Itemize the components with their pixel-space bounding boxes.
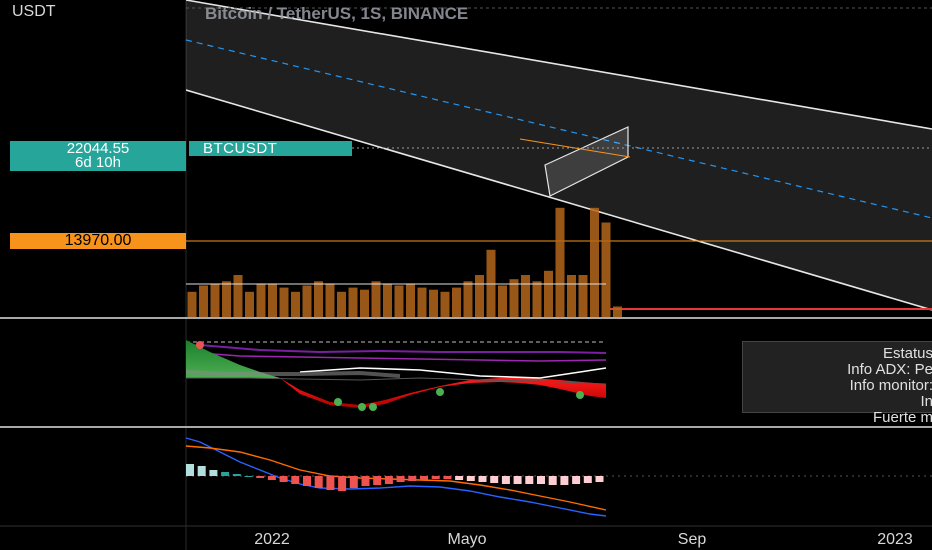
- macd-histogram-bar: [525, 476, 534, 484]
- macd-histogram-bar: [221, 472, 230, 476]
- macd-histogram-bar: [396, 476, 405, 482]
- volume-bar: [199, 285, 208, 317]
- x-axis: 2022 Mayo Sep 2023: [254, 531, 913, 548]
- candle-countdown: 6d 10h: [75, 154, 121, 171]
- x-tick-label: 2023: [877, 531, 913, 548]
- volume-bar: [187, 291, 197, 317]
- axis-unit-label: USDT: [12, 3, 56, 20]
- macd-histogram-bar: [197, 466, 206, 476]
- macd-oscillator: [185, 437, 932, 517]
- macd-histogram-bar: [560, 476, 569, 485]
- volume-bar: [233, 275, 243, 317]
- info-line: Info ADX: Pe: [847, 362, 932, 378]
- volume-bar: [521, 275, 530, 317]
- volume-bar: [555, 207, 565, 317]
- macd-histogram-bar: [431, 476, 440, 479]
- info-line: Estatus: [882, 346, 932, 362]
- macd-histogram-bar: [595, 476, 604, 482]
- volume-bars: [187, 207, 622, 317]
- volume-bar: [475, 275, 484, 317]
- x-tick-label: 2022: [254, 531, 290, 548]
- macd-histogram-bar: [537, 476, 545, 484]
- volume-bar: [279, 287, 289, 317]
- macd-histogram-bar: [267, 476, 276, 480]
- info-line: Fuerte m: [872, 410, 932, 426]
- volume-bar: [291, 291, 300, 317]
- macd-histogram-bar: [349, 476, 358, 488]
- macd-histogram-bar: [361, 476, 370, 486]
- macd-histogram-bar: [244, 476, 253, 477]
- info-line: Info monitor:: [849, 378, 932, 394]
- macd-histogram-bar: [303, 476, 311, 486]
- volume-bar: [590, 207, 599, 317]
- macd-histogram-bar: [232, 474, 241, 476]
- macd-histogram-bar: [279, 476, 288, 482]
- macd-histogram-bar: [256, 476, 265, 478]
- current-price-value: 22044.55: [66, 140, 130, 157]
- volume-bar: [268, 283, 277, 317]
- symbol-badge[interactable]: BTCUSDT: [189, 141, 352, 156]
- volume-bar: [498, 285, 507, 317]
- macd-histogram-bar: [384, 476, 393, 484]
- current-price-badge: 22044.55 6d 10h: [10, 141, 186, 171]
- volume-bar: [417, 287, 427, 317]
- macd-histogram-bar: [455, 476, 464, 480]
- chart-title[interactable]: Bitcoin / TetherUS, 1S, BINANCE: [205, 4, 469, 23]
- volume-bar: [371, 281, 381, 317]
- macd-histogram-bar: [291, 476, 300, 484]
- volume-bar: [452, 287, 461, 317]
- volume-bar: [383, 283, 392, 317]
- macd-histogram-bar: [572, 476, 581, 484]
- macd-histogram-bar: [443, 476, 452, 479]
- x-tick-label: Mayo: [447, 531, 486, 548]
- macd-histogram-bar: [548, 476, 557, 485]
- volume-bar: [406, 283, 415, 317]
- macd-histogram-bar: [420, 476, 428, 480]
- volume-bar: [613, 306, 622, 317]
- volume-bar: [325, 283, 335, 317]
- macd-histogram-bar: [186, 464, 194, 476]
- volume-bar: [302, 285, 312, 317]
- info-line: In: [920, 394, 932, 410]
- x-tick-label: Sep: [678, 531, 707, 548]
- macd-histogram-bar: [513, 476, 522, 484]
- volume-bar: [360, 289, 369, 317]
- volume-bar: [463, 281, 473, 317]
- volume-bar: [544, 270, 553, 317]
- volume-bar: [394, 285, 404, 317]
- flag-channel: [519, 126, 631, 197]
- volume-bar: [601, 222, 611, 317]
- volume-bar: [429, 289, 438, 317]
- volume-bar: [567, 275, 576, 317]
- volume-bar: [314, 281, 323, 317]
- level-price-badge: 13970.00: [10, 233, 186, 249]
- volume-bar: [245, 291, 254, 317]
- volume-bar: [578, 275, 588, 317]
- volume-bar: [222, 281, 231, 317]
- volume-bar: [256, 283, 266, 317]
- macd-histogram-bar: [478, 476, 487, 482]
- volume-bar: [348, 287, 358, 317]
- volume-bar: [337, 291, 346, 317]
- macd-histogram-bar: [338, 476, 347, 491]
- volume-bar: [440, 291, 450, 317]
- adx-oscillator: [185, 340, 607, 411]
- indicator-info-panel: Estatus Info ADX: Pe Info monitor: In Fu…: [742, 341, 932, 426]
- volume-bar: [486, 249, 496, 317]
- macd-histogram-bar: [373, 476, 382, 485]
- macd-histogram-bar: [408, 476, 417, 481]
- volume-bar: [532, 281, 542, 317]
- macd-histogram-bar: [490, 476, 499, 483]
- macd-histogram-bar: [209, 470, 218, 476]
- volume-bar: [210, 283, 220, 317]
- macd-histogram-bar: [501, 476, 510, 484]
- volume-bar: [509, 279, 519, 317]
- regression-channel: [186, 0, 932, 311]
- macd-histogram-bar: [583, 476, 592, 483]
- macd-histogram-bar: [314, 476, 323, 488]
- macd-histogram-bar: [326, 476, 335, 490]
- macd-histogram-bar: [466, 476, 475, 481]
